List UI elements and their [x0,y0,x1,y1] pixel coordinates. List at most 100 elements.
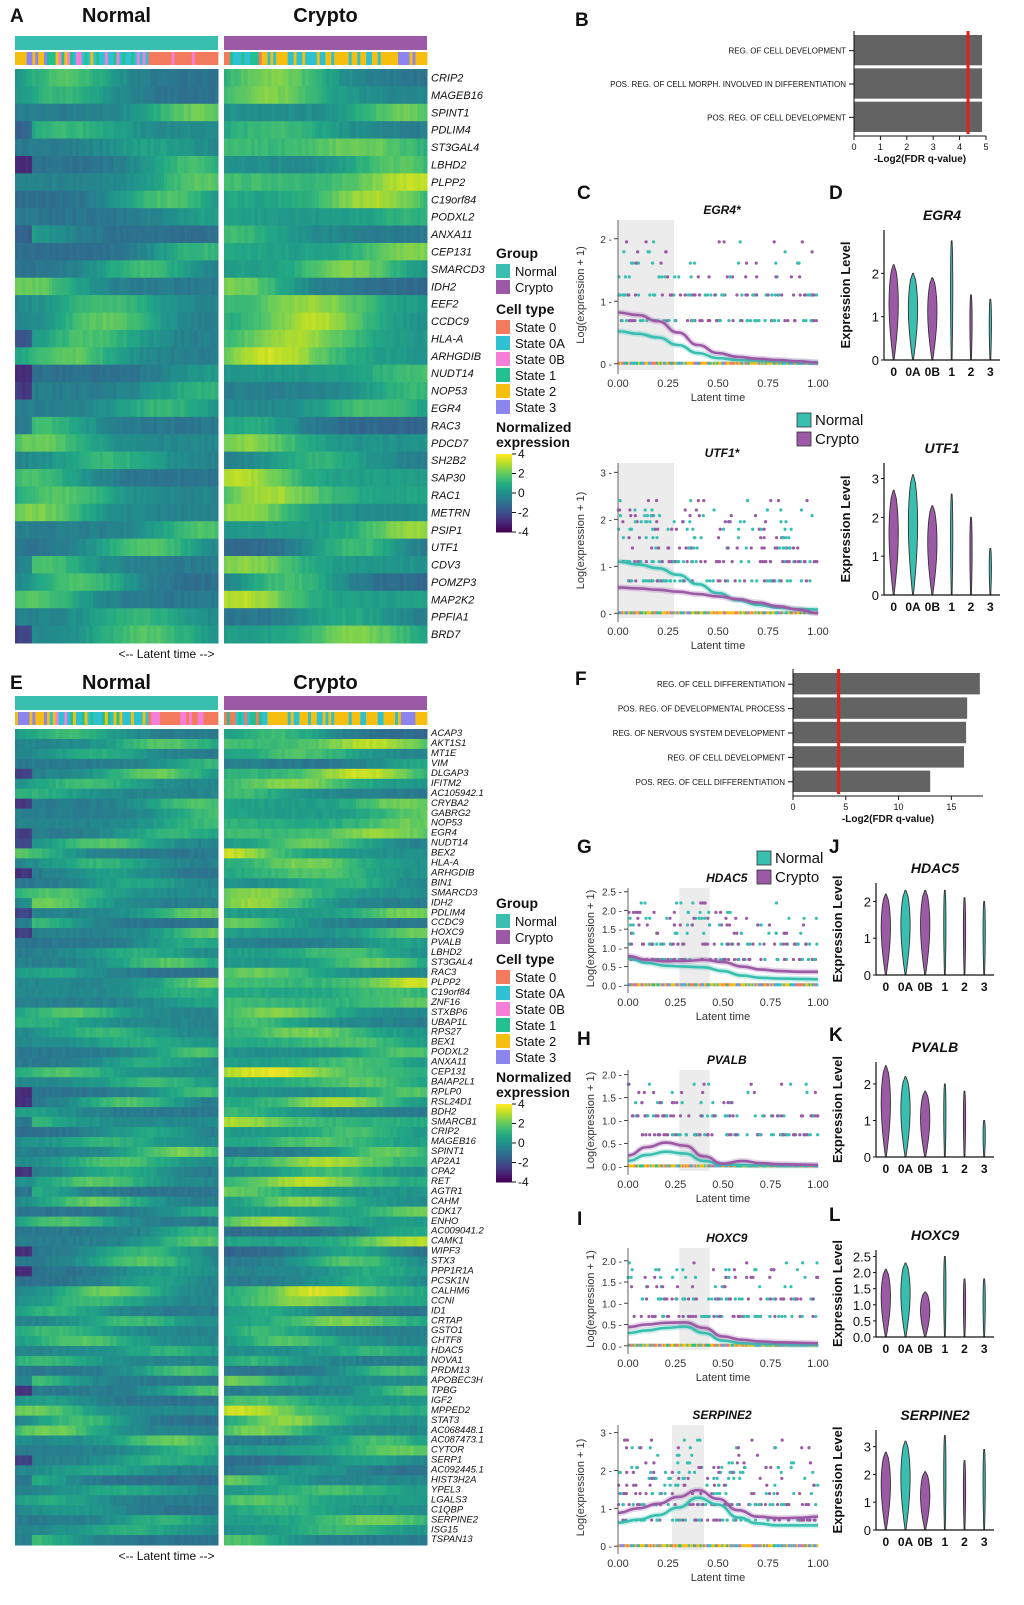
heatmap-cell [267,399,272,418]
heatmap-cell [113,121,117,140]
heatmap-cell [355,729,360,740]
heatmap-cell [274,503,279,522]
heatmap-cell [261,729,266,740]
heatmap-cell [271,758,276,770]
heatmap-cell [190,242,195,261]
heatmap-cell [278,260,283,279]
heatmap-cell [194,312,199,331]
heatmap-cell [325,86,330,105]
heatmap-cell [224,138,228,157]
heatmap-cell [79,103,84,122]
heatmap-cell [376,503,381,522]
heatmap-cell [264,277,269,296]
heatmap-cell [163,364,168,383]
heatmap-cell [136,242,141,261]
heatmap-cell [318,329,323,348]
heatmap-cell [376,729,381,740]
heatmap-cell [62,103,67,122]
cell-type-annotation [73,712,77,725]
heatmap-cell [133,277,138,296]
heatmap-cell [25,434,30,453]
heatmap-cell [308,434,313,453]
heatmap-cell [113,312,117,331]
gene-label: CCDC9 [431,316,469,328]
heatmap-cell [328,503,333,522]
heatmap-cell [305,590,310,609]
heatmap-cell [207,155,212,174]
heatmap-cell [386,434,391,453]
heatmap-cell [383,768,387,780]
heatmap-cell [82,312,87,331]
heatmap-cell [140,738,145,750]
heatmap-cell [345,121,350,140]
heatmap-cell [291,382,296,400]
heatmap-cell [48,399,53,418]
heatmap-cell [28,155,33,174]
heatmap-cell [89,382,94,400]
heatmap-cell [284,295,289,314]
heatmap-cell [187,277,192,296]
heatmap-cell [278,608,283,627]
heatmap-cell [58,608,63,627]
heatmap-cell [113,225,117,244]
heatmap-cell [271,486,276,505]
heatmap-cell [153,277,158,296]
heatmap-cell [406,451,411,470]
heatmap-cell [184,738,189,750]
heatmap-cell [403,312,408,331]
heatmap-cell [194,155,199,174]
heatmap-cell [328,190,333,209]
heatmap-cell [251,625,255,644]
heatmap-cell [123,347,128,366]
heatmap-cell [211,208,216,227]
heatmap-cell [92,556,97,574]
heatmap-cell [240,347,245,366]
heatmap-cell [123,573,128,592]
heatmap-cell [133,347,138,366]
heatmap-cell [52,608,57,627]
heatmap-cell [42,608,46,627]
heatmap-cell [52,538,57,557]
heatmap-cell [177,434,182,453]
heatmap-cell [301,748,306,760]
heatmap-cell [311,347,316,366]
heatmap-cell [214,451,219,470]
cell-type-annotation [229,712,234,725]
heatmap-cell [342,86,347,105]
heatmap-cell [420,155,425,174]
heatmap-cell [264,521,269,540]
heatmap-cell [423,260,428,279]
heatmap-cell [89,768,94,780]
heatmap-cell [315,434,320,453]
heatmap-cell [355,451,360,470]
heatmap-cell [247,451,252,470]
cell-type-annotation [369,712,373,725]
heatmap-cell [339,295,343,314]
heatmap-cell [406,329,411,348]
heatmap-cell [230,225,235,244]
heatmap-cell [174,399,178,418]
heatmap-cell [62,434,67,453]
heatmap-cell [372,190,377,209]
heatmap-cell [113,573,117,592]
heatmap-cell [345,208,350,227]
heatmap-cell [295,329,299,348]
heatmap-cell [403,103,408,122]
heatmap-cell [35,364,40,383]
heatmap-cell [224,242,228,261]
cell-type-annotation [189,52,193,65]
heatmap-cell [301,295,306,314]
heatmap-cell [113,434,117,453]
cell-type-annotation [131,52,135,65]
heatmap-cell [160,538,165,557]
heatmap-cell [130,503,134,522]
heatmap-cell [369,503,374,522]
heatmap-cell [301,103,306,122]
heatmap-cell [190,295,195,314]
heatmap-cell [96,748,101,760]
heatmap-cell [386,347,391,366]
heatmap-cell [79,521,84,540]
cell-type-annotation [44,712,48,725]
heatmap-cell [349,69,354,87]
heatmap-cell [345,748,350,760]
